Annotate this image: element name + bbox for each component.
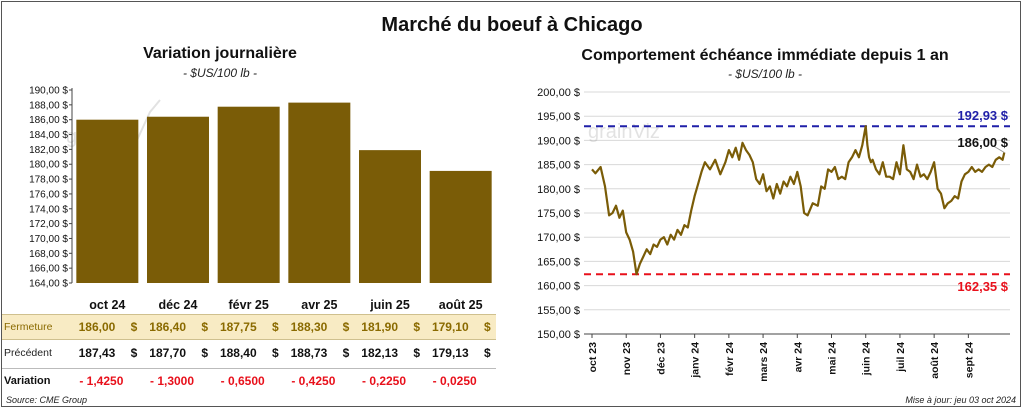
cell-value: 182,13 xyxy=(361,346,398,360)
cell-currency: $ xyxy=(413,346,420,360)
table-cell-close: 181,90 $ xyxy=(354,320,420,334)
table-cell-close: 186,00 $ xyxy=(71,320,138,334)
row-label-previous: Précédent xyxy=(4,347,52,359)
table-cell-var: - 0,4250 xyxy=(291,374,336,388)
left-chart-unit: - $US/100 lb - xyxy=(182,66,258,80)
table-cell-close: 187,75 $ xyxy=(213,320,279,334)
cell-currency: $ xyxy=(130,346,138,360)
update-note: Mise à jour: jeu 03 oct 2024 xyxy=(905,395,1016,405)
table-cell-prev: 182,13 $ xyxy=(354,346,420,360)
table-cell-prev: 188,40 $ xyxy=(213,346,279,360)
cell-currency: $ xyxy=(483,320,491,334)
source-note: Source: CME Group xyxy=(6,395,88,405)
table-cell-close: 186,40 $ xyxy=(142,320,208,334)
table-cell-close: 179,10 $ xyxy=(425,320,491,334)
table-row-variation: Variation - 1,4250 - 1,3000 - 0,6500 - 0,42… xyxy=(2,368,496,393)
table-cell-var: - 0,6500 xyxy=(220,374,265,388)
cell-currency: $ xyxy=(342,320,350,334)
table-cell-close: 188,30 $ xyxy=(283,320,350,334)
cell-currency: $ xyxy=(271,346,279,360)
table-cell-prev: 187,43 $ xyxy=(71,346,138,360)
cell-value: 188,30 xyxy=(290,320,328,334)
right-chart-title: Comportement échéance immédiate depuis 1… xyxy=(581,47,949,64)
left-chart-title: Variation journalière xyxy=(143,45,297,62)
table-cell-var: - 0,0250 xyxy=(432,374,477,388)
table-cell-var: - 1,3000 xyxy=(150,374,195,388)
cell-value: 187,75 xyxy=(219,320,257,334)
cell-value: 188,73 xyxy=(290,346,328,360)
cell-currency: $ xyxy=(413,320,420,334)
cell-value: 186,00 xyxy=(78,320,116,334)
cell-value: 179,10 xyxy=(431,320,469,334)
cell-currency: $ xyxy=(130,320,138,334)
cell-value: 186,40 xyxy=(149,320,186,334)
table-row-close: Fermeture 186,00 $186,40 $187,75 $188,30 $18… xyxy=(2,314,496,340)
cell-currency: $ xyxy=(483,346,491,360)
cell-value: 181,90 xyxy=(361,320,398,334)
cell-currency: $ xyxy=(271,320,279,334)
cell-value: 187,70 xyxy=(149,346,186,360)
table-cell-prev: 187,70 $ xyxy=(142,346,208,360)
cell-currency: $ xyxy=(201,320,208,334)
cell-value: 179,13 xyxy=(431,346,469,360)
cell-value: 187,43 xyxy=(78,346,116,360)
row-label-variation: Variation xyxy=(4,375,51,387)
table-cell-var: - 1,4250 xyxy=(79,374,124,388)
cell-value: 188,40 xyxy=(219,346,257,360)
row-label-close: Fermeture xyxy=(4,321,53,333)
table-row-previous: Précédent 187,43 $187,70 $188,40 $188,73 $18… xyxy=(2,341,496,365)
page-title: Marché du boeuf à Chicago xyxy=(381,14,643,36)
right-chart-unit: - $US/100 lb - xyxy=(727,67,803,81)
table-cell-prev: 179,13 $ xyxy=(425,346,491,360)
table-cell-prev: 188,73 $ xyxy=(283,346,350,360)
cell-currency: $ xyxy=(201,346,208,360)
cell-currency: $ xyxy=(342,346,350,360)
table-cell-var: - 0,2250 xyxy=(362,374,407,388)
